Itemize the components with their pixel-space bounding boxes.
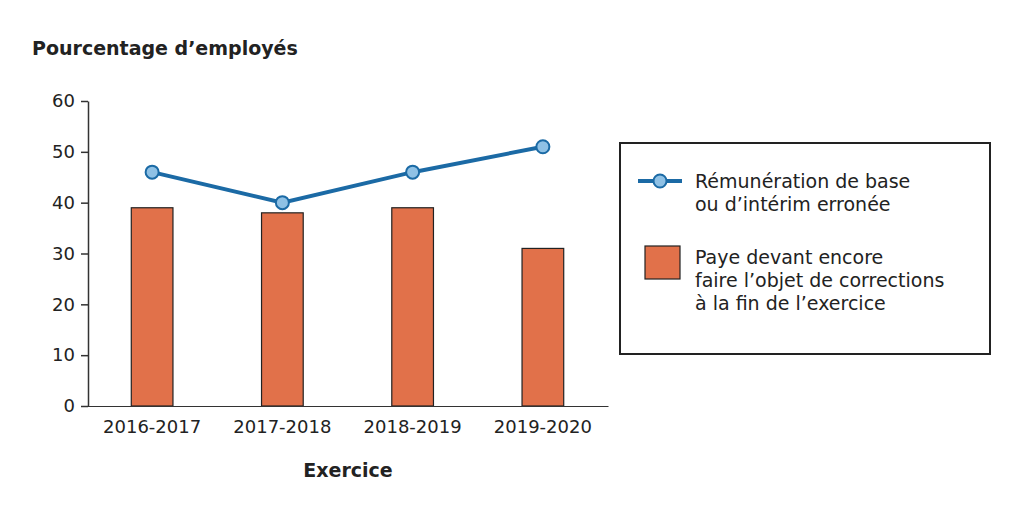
x-tick-label: 2019-2020 xyxy=(494,416,592,437)
legend-symbol xyxy=(645,246,680,279)
y-tick-mark xyxy=(81,152,88,154)
x-tick: 2016-2017 xyxy=(103,416,201,437)
x-axis-title: Exercice xyxy=(303,459,392,481)
y-axis-title: Pourcentage d’employés xyxy=(32,37,298,59)
x-tick-label: 2016-2017 xyxy=(103,416,201,437)
y-tick-label: 40 xyxy=(52,192,75,213)
y-tick: 20 xyxy=(52,294,88,315)
y-tick: 40 xyxy=(52,192,88,213)
x-axis-line xyxy=(88,406,609,407)
bar xyxy=(522,248,564,406)
legend-marker xyxy=(654,175,667,188)
legend-symbol xyxy=(638,175,682,188)
y-tick-mark xyxy=(81,101,88,103)
legend: Rémunération de baseou d’intérim erronée… xyxy=(620,143,990,354)
y-tick-label: 10 xyxy=(52,344,75,365)
y-tick-mark xyxy=(81,355,88,357)
y-tick-mark xyxy=(81,304,88,306)
bar xyxy=(131,208,173,406)
y-tick: 30 xyxy=(52,243,88,264)
bar xyxy=(262,213,304,406)
y-tick-label: 50 xyxy=(52,141,75,162)
bar xyxy=(392,208,434,406)
legend-label: Rémunération de baseou d’intérim erronée xyxy=(695,170,910,215)
y-tick: 60 xyxy=(52,90,88,111)
x-tick: 2019-2020 xyxy=(494,416,592,437)
y-tick-mark xyxy=(81,202,88,204)
x-axis: 2016-2017 2017-2018 2018-2019 2019-2020 xyxy=(88,407,609,437)
line xyxy=(152,147,543,203)
legend-swatch xyxy=(645,246,680,279)
legend-label: Paye devant encorefaire l’objet de corre… xyxy=(695,246,944,314)
legend-box xyxy=(620,143,990,354)
x-tick: 2017-2018 xyxy=(233,416,331,437)
x-tick-label: 2017-2018 xyxy=(233,416,331,437)
y-tick: 0 xyxy=(64,395,88,416)
y-tick-label: 60 xyxy=(52,90,75,111)
y-axis: 0 10 20 30 40 50 60 xyxy=(52,90,88,416)
y-tick-mark xyxy=(81,253,88,255)
plot-marks xyxy=(131,140,563,406)
line-marker xyxy=(406,166,419,179)
line-marker xyxy=(536,140,549,153)
y-tick-label: 0 xyxy=(64,395,75,416)
y-tick: 10 xyxy=(52,344,88,365)
line-marker xyxy=(146,166,159,179)
x-tick-label: 2018-2019 xyxy=(364,416,462,437)
x-tick: 2018-2019 xyxy=(364,416,462,437)
chart: 0 10 20 30 40 50 60 2016-2017 2017-2018 2018-2019… xyxy=(0,0,1024,514)
y-tick: 50 xyxy=(52,141,88,162)
y-tick-mark xyxy=(81,406,88,408)
y-tick-label: 30 xyxy=(52,243,75,264)
line-marker xyxy=(276,196,289,209)
y-tick-label: 20 xyxy=(52,294,75,315)
